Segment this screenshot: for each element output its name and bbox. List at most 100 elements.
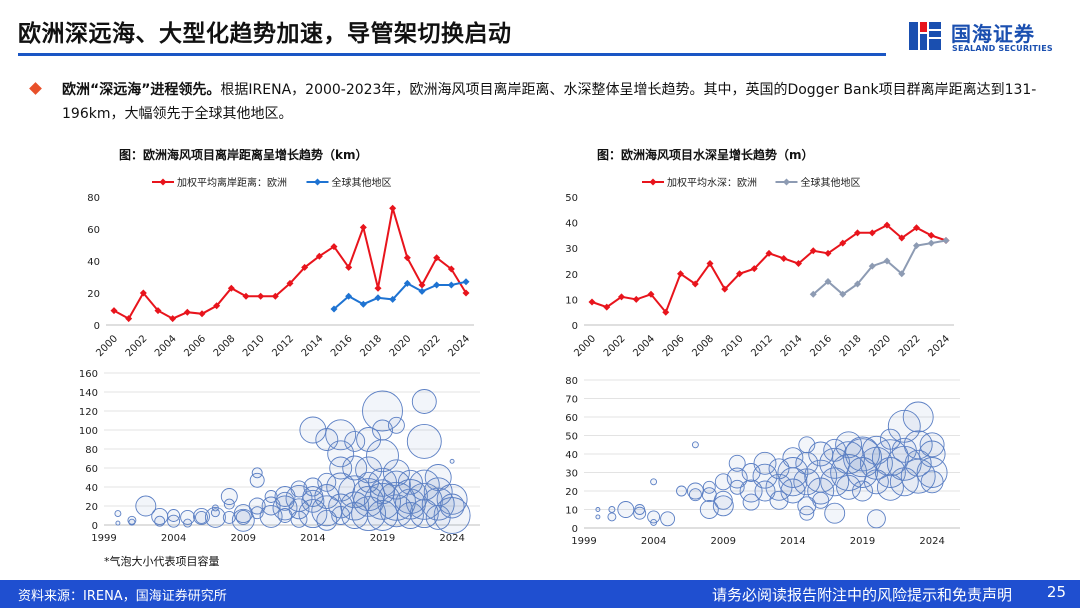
bubble <box>195 510 208 524</box>
data-point <box>839 239 847 247</box>
bubble <box>753 451 777 475</box>
bubble <box>405 482 443 520</box>
bubble <box>777 457 809 488</box>
bubble <box>231 508 255 532</box>
brand-logo: 国海证券 SEALAND SECURITIES <box>905 16 1065 60</box>
bubble <box>183 518 193 528</box>
bubble <box>127 515 137 525</box>
bubble <box>409 499 439 529</box>
data-point <box>359 223 367 231</box>
x-tick-label: 2004 <box>631 333 657 359</box>
bubble <box>299 416 327 444</box>
data-point <box>374 284 382 292</box>
x-tick-label: 2019 <box>850 536 875 547</box>
bubble <box>220 488 238 505</box>
bubble <box>327 440 355 468</box>
series-line-1 <box>333 280 467 310</box>
data-point <box>315 252 323 260</box>
data-point <box>913 224 920 232</box>
data-point <box>110 307 118 315</box>
x-tick-label: 2008 <box>212 333 238 359</box>
bubble <box>411 389 437 414</box>
legend-label-1: 全球其他地区 <box>801 176 861 189</box>
chart-title-depth: 图：欧洲海风项目水深呈增长趋势（m） <box>597 148 814 162</box>
bubble <box>712 495 734 517</box>
x-tick-label: 1999 <box>571 536 596 547</box>
bubble <box>251 467 263 479</box>
data-point <box>632 295 640 303</box>
bubble-chart-depth: 0 10 20 30 40 50 60 70 80 1999 2004 2009 2014 2019 202… <box>565 376 960 547</box>
x-tick-label: 2022 <box>417 333 443 359</box>
legend-label-0: 加权平均离岸距离：欧洲 <box>177 176 287 189</box>
logo-text-cn: 国海证券 <box>951 22 1035 46</box>
bubble <box>397 469 423 495</box>
data-point <box>795 260 802 268</box>
y-tick-label: 60 <box>565 413 578 424</box>
y-tick-label: 20 <box>87 289 100 300</box>
bubble <box>259 504 283 528</box>
data-point <box>927 231 935 239</box>
data-point <box>736 270 743 278</box>
x-tick-label: 2024 <box>439 533 464 544</box>
data-point <box>721 285 729 293</box>
data-point <box>257 292 265 300</box>
bubble <box>903 430 933 460</box>
data-point <box>942 237 950 245</box>
bubble <box>342 455 368 481</box>
bubble <box>852 480 873 502</box>
data-point <box>198 310 206 318</box>
page-number: 25 <box>1046 583 1066 601</box>
bubble <box>713 490 733 510</box>
data-point <box>898 234 906 242</box>
x-tick-label: 2004 <box>641 536 666 547</box>
data-point <box>839 290 847 298</box>
bubble <box>379 494 413 528</box>
data-point <box>374 294 382 302</box>
bubble-chart-distance: 0 20 40 60 80 100 120 140 160 1999 2004 2009 2014 201… <box>79 369 480 544</box>
y-tick-label: 10 <box>565 295 578 306</box>
x-tick-label: 2010 <box>720 333 746 359</box>
data-point <box>125 315 133 323</box>
bubble <box>647 510 661 524</box>
x-tick-label: 2018 <box>838 333 864 359</box>
data-point <box>677 270 684 278</box>
bubble <box>824 502 846 524</box>
bubble <box>424 464 452 491</box>
bubble <box>128 518 136 526</box>
bubble <box>861 435 891 465</box>
footer-source: 资料来源：IRENA，国海证券研究所 <box>18 589 227 604</box>
bullet-lead: 欧洲“深远海”进程领先。 <box>62 82 221 98</box>
data-point <box>286 279 294 287</box>
x-tick-label: 2019 <box>370 533 395 544</box>
data-point <box>389 295 397 303</box>
x-tick-label: 2000 <box>572 333 598 359</box>
data-point <box>824 277 832 285</box>
data-point <box>927 239 935 247</box>
bubble <box>607 512 617 522</box>
title-underline <box>18 53 886 56</box>
data-point <box>854 280 861 288</box>
x-tick-label: 2006 <box>182 333 208 359</box>
x-tick-label: 2016 <box>808 333 834 359</box>
data-point <box>913 242 920 250</box>
y-tick-label: 80 <box>565 376 578 387</box>
x-tick-label: 2010 <box>241 333 267 359</box>
y-tick-label: 20 <box>565 270 578 281</box>
bubble <box>114 510 122 518</box>
y-tick-label: 70 <box>565 395 578 406</box>
bubble <box>754 480 776 502</box>
x-tick-label: 2024 <box>926 333 952 359</box>
bubble <box>686 482 704 500</box>
y-tick-label: 30 <box>565 469 578 480</box>
y-tick-label: 50 <box>565 432 578 443</box>
legend-marker-0 <box>159 178 167 186</box>
x-tick-label: 2004 <box>161 533 186 544</box>
bubble <box>248 497 266 515</box>
y-tick-label: 80 <box>87 193 100 204</box>
bubble <box>688 488 702 502</box>
bubble <box>660 511 676 527</box>
bubble <box>847 457 878 488</box>
bubble <box>691 441 699 449</box>
data-point <box>662 308 670 316</box>
bubble <box>382 459 410 487</box>
